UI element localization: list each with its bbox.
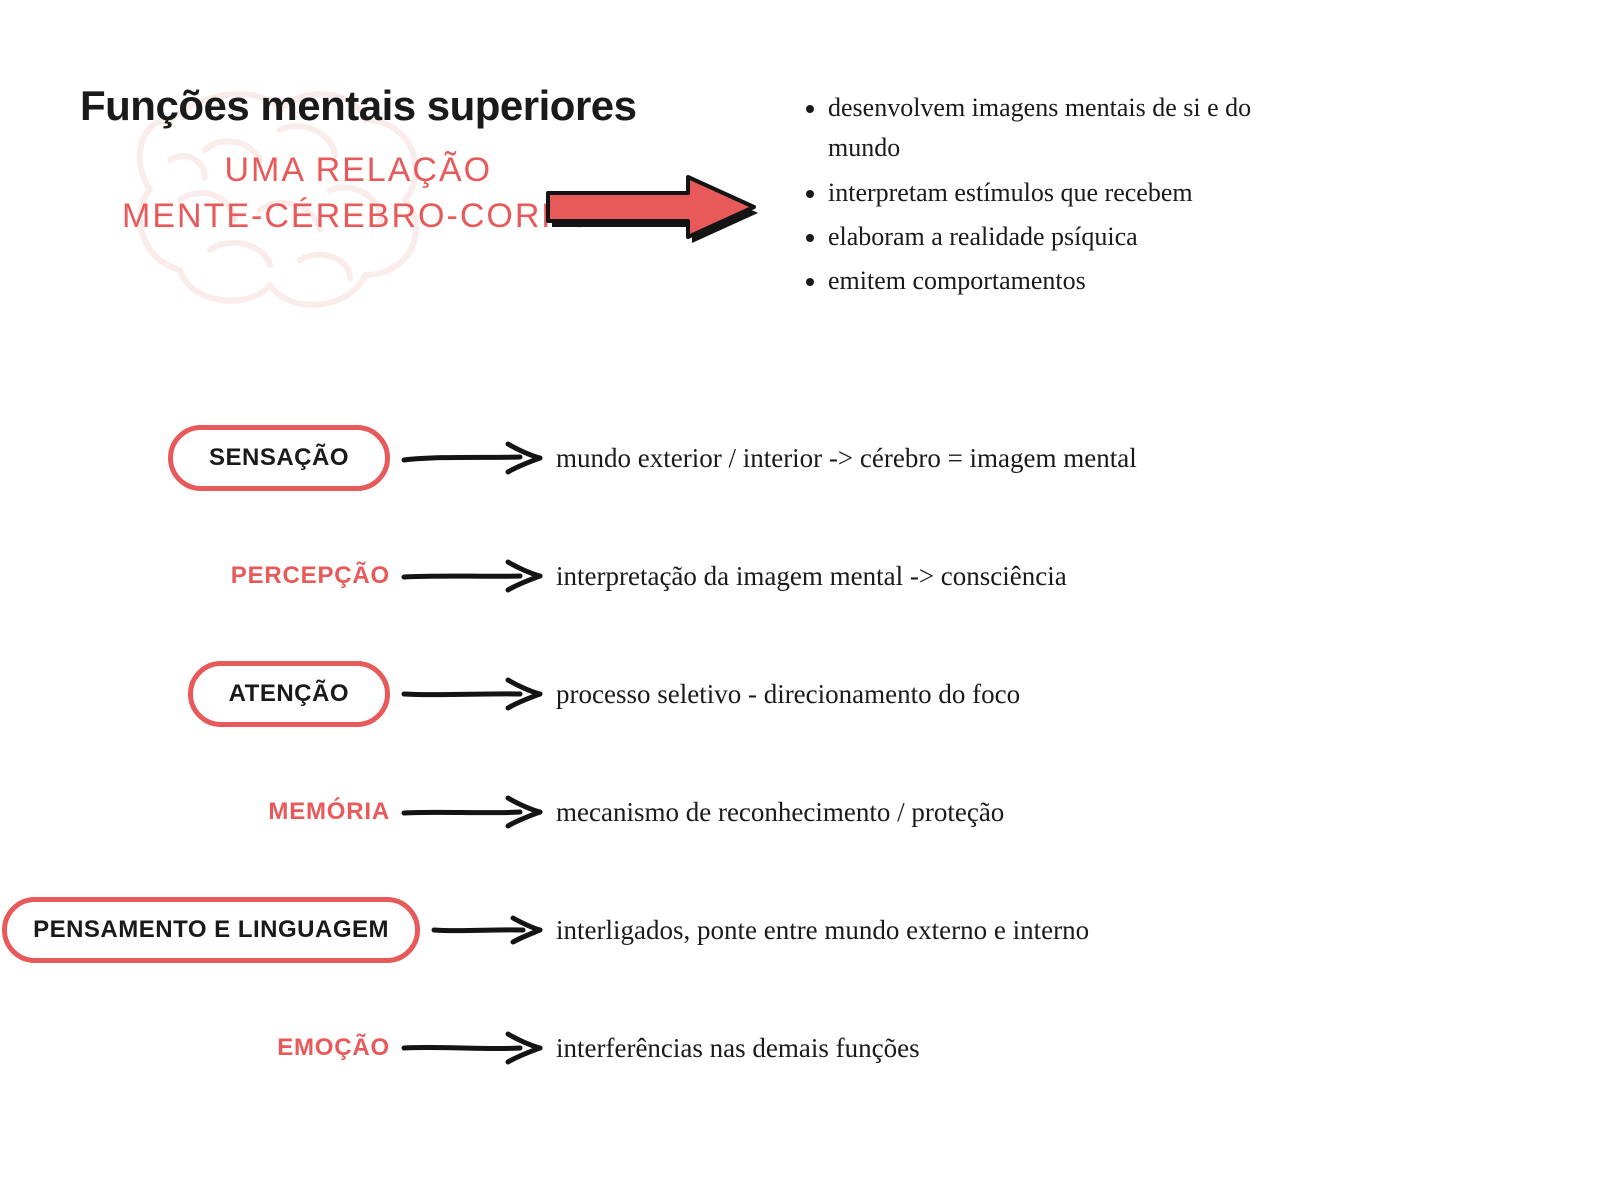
function-rows: SENSAÇÃO mundo exterior / interior -> cé… — [0, 420, 1608, 1128]
function-desc: mecanismo de reconhecimento / proteção — [550, 797, 1608, 828]
label-col: EMOÇÃO — [0, 1034, 390, 1062]
function-label-percepcao: PERCEPÇÃO — [231, 562, 390, 590]
sketch-arrow-icon — [428, 908, 548, 952]
arrow-col — [390, 436, 550, 480]
sketch-arrow-icon — [398, 554, 548, 598]
sketch-arrow-icon — [398, 1026, 548, 1070]
subtitle-line1: UMA RELAÇÃO — [224, 151, 492, 189]
arrow-col — [390, 672, 550, 716]
function-label-atencao: ATENÇÃO — [188, 661, 390, 727]
function-desc: interpretação da imagem mental -> consci… — [550, 561, 1608, 592]
arrow-col — [390, 790, 550, 834]
function-desc: interferências nas demais funções — [550, 1033, 1608, 1064]
label-col: PERCEPÇÃO — [0, 562, 390, 590]
label-col: PENSAMENTO E LINGUAGEM — [0, 897, 420, 963]
function-label-emocao: EMOÇÃO — [277, 1034, 390, 1062]
bullet-item: emitem comportamentos — [828, 261, 1268, 301]
function-desc: interligados, ponte entre mundo externo … — [550, 915, 1608, 946]
function-row: ATENÇÃO processo seletivo - direcionamen… — [0, 656, 1608, 732]
sketch-arrow-icon — [398, 672, 548, 716]
function-desc: processo seletivo - direcionamento do fo… — [550, 679, 1608, 710]
label-col: MEMÓRIA — [0, 798, 390, 826]
function-row: EMOÇÃO interferências nas demais funções — [0, 1010, 1608, 1086]
bullet-item: interpretam estímulos que recebem — [828, 173, 1268, 213]
function-row: MEMÓRIA mecanismo de reconhecimento / pr… — [0, 774, 1608, 850]
arrow-col — [390, 1026, 550, 1070]
function-label-pensamento: PENSAMENTO E LINGUAGEM — [2, 897, 420, 963]
function-row: PENSAMENTO E LINGUAGEM interligados, pon… — [0, 892, 1608, 968]
label-col: ATENÇÃO — [0, 661, 390, 727]
subtitle-line2: MENTE-CÉREBRO-CORPO — [122, 197, 594, 235]
label-col: SENSAÇÃO — [0, 425, 390, 491]
bullet-item: desenvolvem imagens mentais de si e do m… — [828, 88, 1268, 169]
bullet-item: elaboram a realidade psíquica — [828, 217, 1268, 257]
bullet-list: desenvolvem imagens mentais de si e do m… — [800, 88, 1268, 305]
big-arrow-icon — [545, 170, 765, 250]
page-title: Funções mentais superiores — [80, 82, 637, 130]
sketch-arrow-icon — [398, 436, 548, 480]
arrow-col — [420, 908, 550, 952]
sketch-arrow-icon — [398, 790, 548, 834]
function-row: PERCEPÇÃO interpretação da imagem mental… — [0, 538, 1608, 614]
arrow-col — [390, 554, 550, 598]
function-label-sensacao: SENSAÇÃO — [168, 425, 390, 491]
function-desc: mundo exterior / interior -> cérebro = i… — [550, 443, 1608, 474]
function-row: SENSAÇÃO mundo exterior / interior -> cé… — [0, 420, 1608, 496]
function-label-memoria: MEMÓRIA — [268, 798, 390, 826]
